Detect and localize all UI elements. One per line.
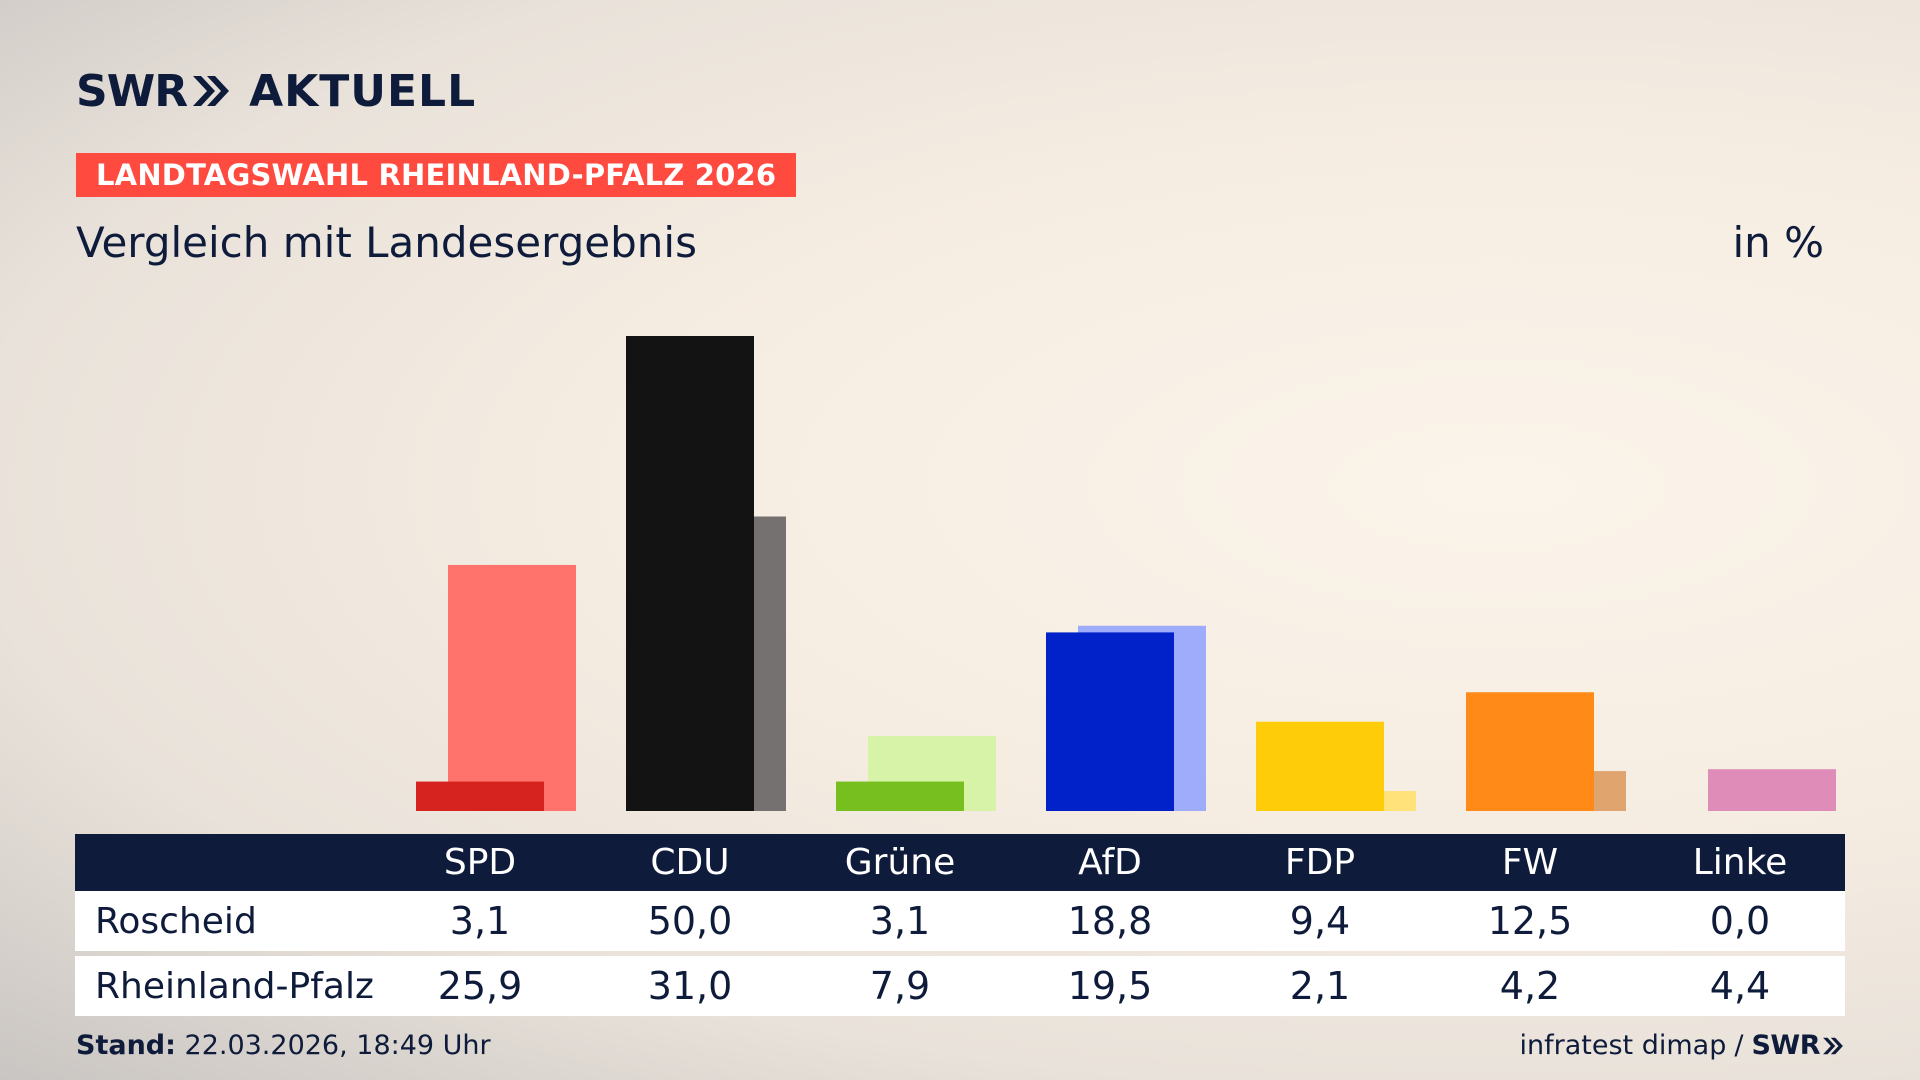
value-state-cdu: 31,0 [647,964,733,1008]
election-badge: LANDTAGSWAHL RHEINLAND-PFALZ 2026 [76,153,797,197]
row-label-local: Roscheid [95,900,257,942]
table-row-local: Roscheid 3,1 50,0 3,1 18,8 9,4 12,5 0,0 [75,891,1845,951]
logo-swr-text: SWR [76,65,188,117]
unit-label: in % [1732,218,1824,267]
bar-local-cdu [626,336,754,811]
value-local-afd: 18,8 [1067,899,1153,943]
bar-local-fdp [1256,721,1384,811]
bar-state-spd [448,564,576,811]
chart-subtitle: Vergleich mit Landesergebnis [76,218,697,267]
value-local-gruene: 3,1 [869,899,931,943]
header-gruene: Grüne [844,842,956,883]
value-local-fw: 12,5 [1487,899,1573,943]
value-local-fdp: 9,4 [1289,899,1351,943]
bar-chart [416,336,1836,811]
header-fdp: FDP [1284,842,1356,883]
value-state-spd: 25,9 [437,964,523,1008]
value-state-afd: 19,5 [1067,964,1153,1008]
header-fw: FW [1501,842,1559,883]
bar-local-fw [1466,692,1594,811]
source-separator: / [1734,1030,1744,1061]
double-chevron-icon [193,76,230,106]
value-local-linke: 0,0 [1709,899,1771,943]
value-state-fw: 4,2 [1499,964,1561,1008]
source-brand: SWR [1751,1030,1820,1061]
value-state-fdp: 2,1 [1289,964,1351,1008]
results-table: SPD CDU Grüne AfD FDP FW Linke Roscheid 3,1 50,… [75,834,1845,1016]
header-linke: Linke [1692,842,1788,883]
bar-state-linke [1708,769,1836,811]
double-chevron-icon [1823,1037,1843,1054]
bar-local-spd [416,781,544,811]
timestamp-label: Stand: [76,1030,176,1061]
source-credit: infratest dimap / SWR [1520,1030,1844,1061]
header-afd: AfD [1078,842,1142,883]
source-name: infratest dimap [1519,1030,1727,1061]
value-state-linke: 4,4 [1709,964,1771,1008]
value-local-cdu: 50,0 [647,899,733,943]
bar-local-gruene [836,781,964,811]
value-local-spd: 3,1 [449,899,511,943]
table-row-state: Rheinland-Pfalz 25,9 31,0 7,9 19,5 2,1 4,2 4,4 [75,956,1845,1016]
logo-aktuell-text: AKTUELL [249,65,477,117]
row-label-state: Rheinland-Pfalz [95,965,374,1007]
bar-local-afd [1046,632,1174,811]
timestamp-value: 22.03.2026, 18:49 Uhr [184,1030,491,1061]
table-header: SPD CDU Grüne AfD FDP FW Linke [75,834,1845,891]
swr-aktuell-logo: SWR AKTUELL [76,65,477,117]
value-state-gruene: 7,9 [869,964,931,1008]
header-spd: SPD [443,842,517,883]
header-cdu: CDU [650,842,730,883]
timestamp: Stand: 22.03.2026, 18:49 Uhr [76,1030,491,1061]
